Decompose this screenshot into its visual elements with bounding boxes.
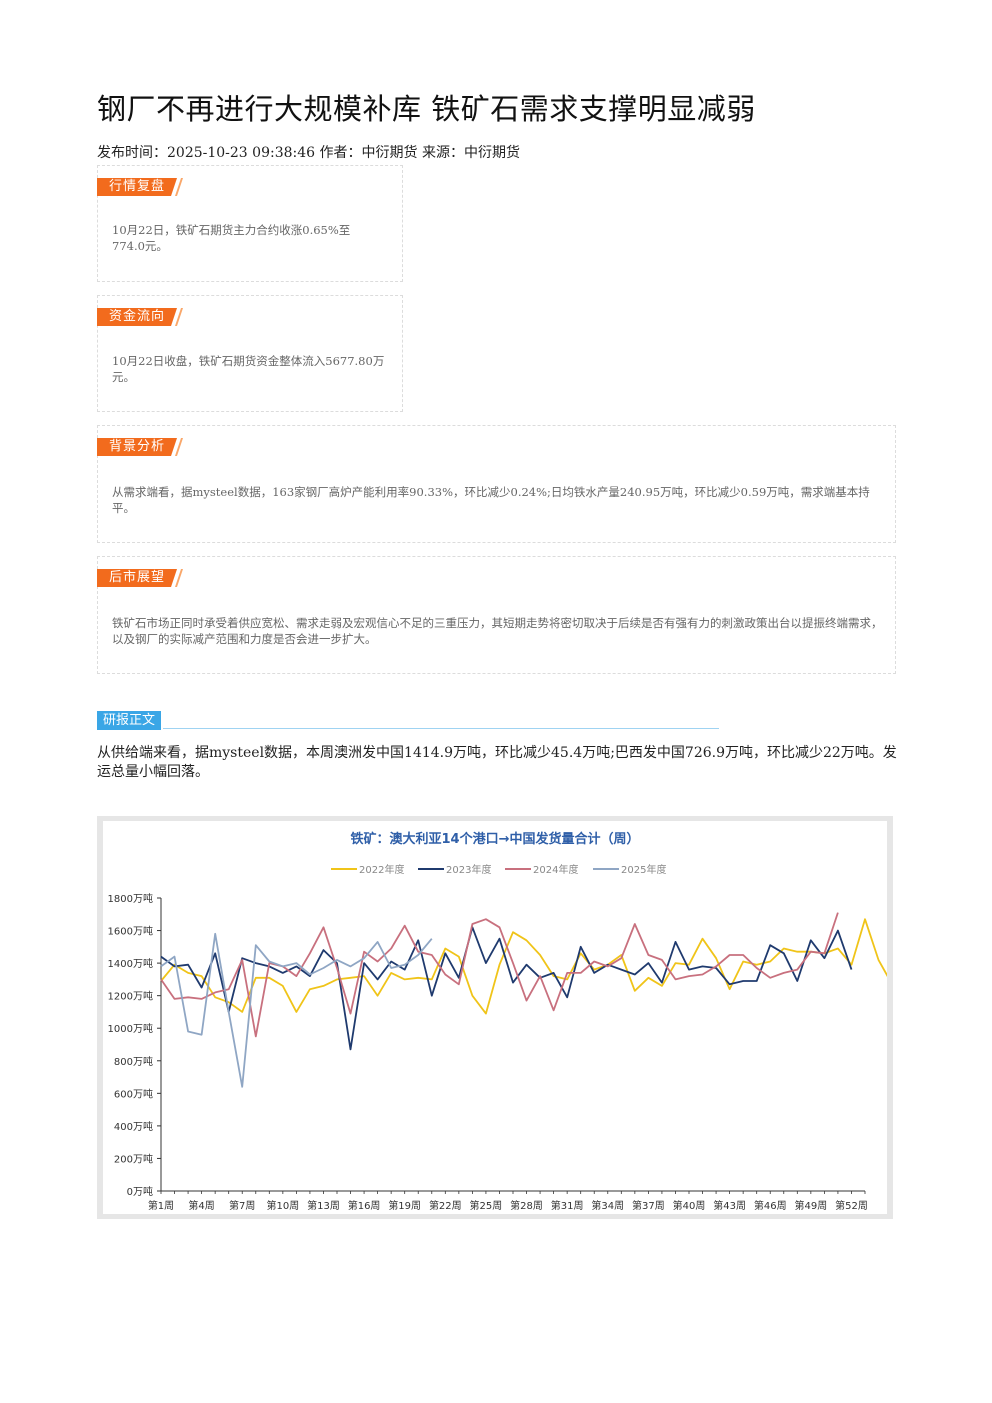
series-line bbox=[160, 912, 839, 1038]
y-tick-label: 400万吨 bbox=[114, 1120, 153, 1133]
y-tick-label: 1800万吨 bbox=[108, 892, 153, 905]
tag-stripe bbox=[175, 308, 183, 326]
chart-series bbox=[160, 912, 893, 1088]
report-tag: 研报正文 bbox=[97, 711, 162, 730]
section-tag: 行情复盘 bbox=[97, 178, 183, 196]
section-tag-label: 后市展望 bbox=[97, 569, 177, 587]
section-text: 10月22日，铁矿石期货主力合约收涨0.65%至774.0元。 bbox=[112, 223, 351, 253]
x-tick-label: 第4周 bbox=[188, 1199, 214, 1212]
x-tick-label: 第22周 bbox=[429, 1199, 462, 1212]
legend-item: 2024年度 bbox=[505, 863, 578, 876]
x-tick-label: 第52周 bbox=[835, 1199, 868, 1212]
x-tick-label: 第37周 bbox=[632, 1199, 665, 1212]
y-tick-label: 1200万吨 bbox=[108, 990, 153, 1003]
tag-stripe bbox=[175, 438, 183, 456]
section-outlook: 后市展望 铁矿石市场正同时承受着供应宽松、需求走弱及宏观信心不足的三重压力，其短… bbox=[97, 556, 896, 674]
report-paragraph: 从供给端来看，据mysteel数据，本周澳洲发中国1414.9万吨，环比减少45… bbox=[97, 745, 897, 780]
x-tick-label: 第16周 bbox=[348, 1199, 381, 1212]
x-tick-label: 第34周 bbox=[591, 1199, 624, 1212]
x-tick-label: 第31周 bbox=[551, 1199, 584, 1212]
x-tick-label: 第13周 bbox=[307, 1199, 340, 1212]
section-tag-label: 资金流向 bbox=[97, 308, 177, 326]
series-line bbox=[160, 918, 893, 1015]
section-background: 背景分析 从需求端看，据mysteel数据，163家钢厂高炉产能利用率90.33… bbox=[97, 425, 896, 543]
section-tag: 资金流向 bbox=[97, 308, 183, 326]
section-tag-label: 行情复盘 bbox=[97, 178, 177, 196]
report-divider bbox=[163, 728, 719, 729]
y-tick-label: 0万吨 bbox=[127, 1185, 153, 1198]
section-market-review: 行情复盘 10月22日，铁矿石期货主力合约收涨0.65%至774.0元。 bbox=[97, 165, 403, 282]
section-text: 10月22日收盘，铁矿石期货资金整体流入5677.80万元。 bbox=[112, 354, 385, 384]
section-capital-flow: 资金流向 10月22日收盘，铁矿石期货资金整体流入5677.80万元。 bbox=[97, 295, 403, 412]
legend-item: 2022年度 bbox=[331, 863, 404, 876]
article-title: 钢厂不再进行大规模补库 铁矿石需求支撑明显减弱 bbox=[97, 92, 756, 126]
section-text: 铁矿石市场正同时承受着供应宽松、需求走弱及宏观信心不足的三重压力，其短期走势将密… bbox=[112, 616, 883, 646]
legend-label: 2022年度 bbox=[359, 863, 404, 876]
y-tick-label: 1600万吨 bbox=[108, 925, 153, 938]
x-tick-label: 第49周 bbox=[794, 1199, 827, 1212]
chart-title: 铁矿：澳大利亚14个港口→中国发货量合计（周） bbox=[350, 831, 640, 847]
section-tag: 背景分析 bbox=[97, 438, 183, 456]
legend-label: 2023年度 bbox=[446, 863, 491, 876]
y-tick-label: 1000万吨 bbox=[108, 1022, 153, 1035]
line-chart: 铁矿：澳大利亚14个港口→中国发货量合计（周） 2022年度 2023年度 2024… bbox=[108, 831, 893, 1212]
x-axis: 第1周 第4周 第7周 第10周 第13周 第16周 第19周 第22周 第25周 第28周 第31… bbox=[148, 1190, 868, 1212]
x-tick-label: 第10周 bbox=[266, 1199, 299, 1212]
x-tick-label: 第43周 bbox=[713, 1199, 746, 1212]
article-meta: 发布时间：2025-10-23 09:38:46 作者：中衍期货 来源：中衍期货 bbox=[97, 145, 520, 161]
section-tag-label: 背景分析 bbox=[97, 438, 177, 456]
x-tick-label: 第7周 bbox=[229, 1199, 255, 1212]
legend-item: 2025年度 bbox=[593, 863, 666, 876]
x-tick-label: 第40周 bbox=[673, 1199, 706, 1212]
tag-stripe bbox=[175, 178, 183, 196]
x-tick-label: 第1周 bbox=[148, 1199, 174, 1212]
chart-frame: 铁矿：澳大利亚14个港口→中国发货量合计（周） 2022年度 2023年度 2024… bbox=[97, 816, 893, 1219]
x-tick-label: 第19周 bbox=[388, 1199, 421, 1212]
series-line bbox=[160, 926, 853, 1051]
section-tag: 后市展望 bbox=[97, 569, 183, 587]
tag-stripe bbox=[175, 569, 183, 587]
y-tick-label: 200万吨 bbox=[114, 1152, 153, 1165]
x-tick-label: 第25周 bbox=[470, 1199, 503, 1212]
x-tick-label: 第46周 bbox=[754, 1199, 787, 1212]
y-axis: 0万吨 200万吨 400万吨 600万吨 800万吨 1000万吨 1200万吨 1400万… bbox=[108, 892, 162, 1198]
legend-label: 2025年度 bbox=[621, 863, 666, 876]
series-line bbox=[160, 932, 433, 1088]
chart-legend: 2022年度 2023年度 2024年度 2025年度 bbox=[331, 863, 666, 876]
y-tick-label: 1400万吨 bbox=[108, 957, 153, 970]
y-tick-label: 800万吨 bbox=[114, 1055, 153, 1068]
x-tick-label: 第28周 bbox=[510, 1199, 543, 1212]
chart-panel: 铁矿：澳大利亚14个港口→中国发货量合计（周） 2022年度 2023年度 2024… bbox=[103, 821, 893, 1214]
y-tick-label: 600万吨 bbox=[114, 1087, 153, 1100]
section-text: 从需求端看，据mysteel数据，163家钢厂高炉产能利用率90.33%，环比减… bbox=[112, 485, 870, 515]
legend-item: 2023年度 bbox=[418, 863, 491, 876]
legend-label: 2024年度 bbox=[533, 863, 578, 876]
